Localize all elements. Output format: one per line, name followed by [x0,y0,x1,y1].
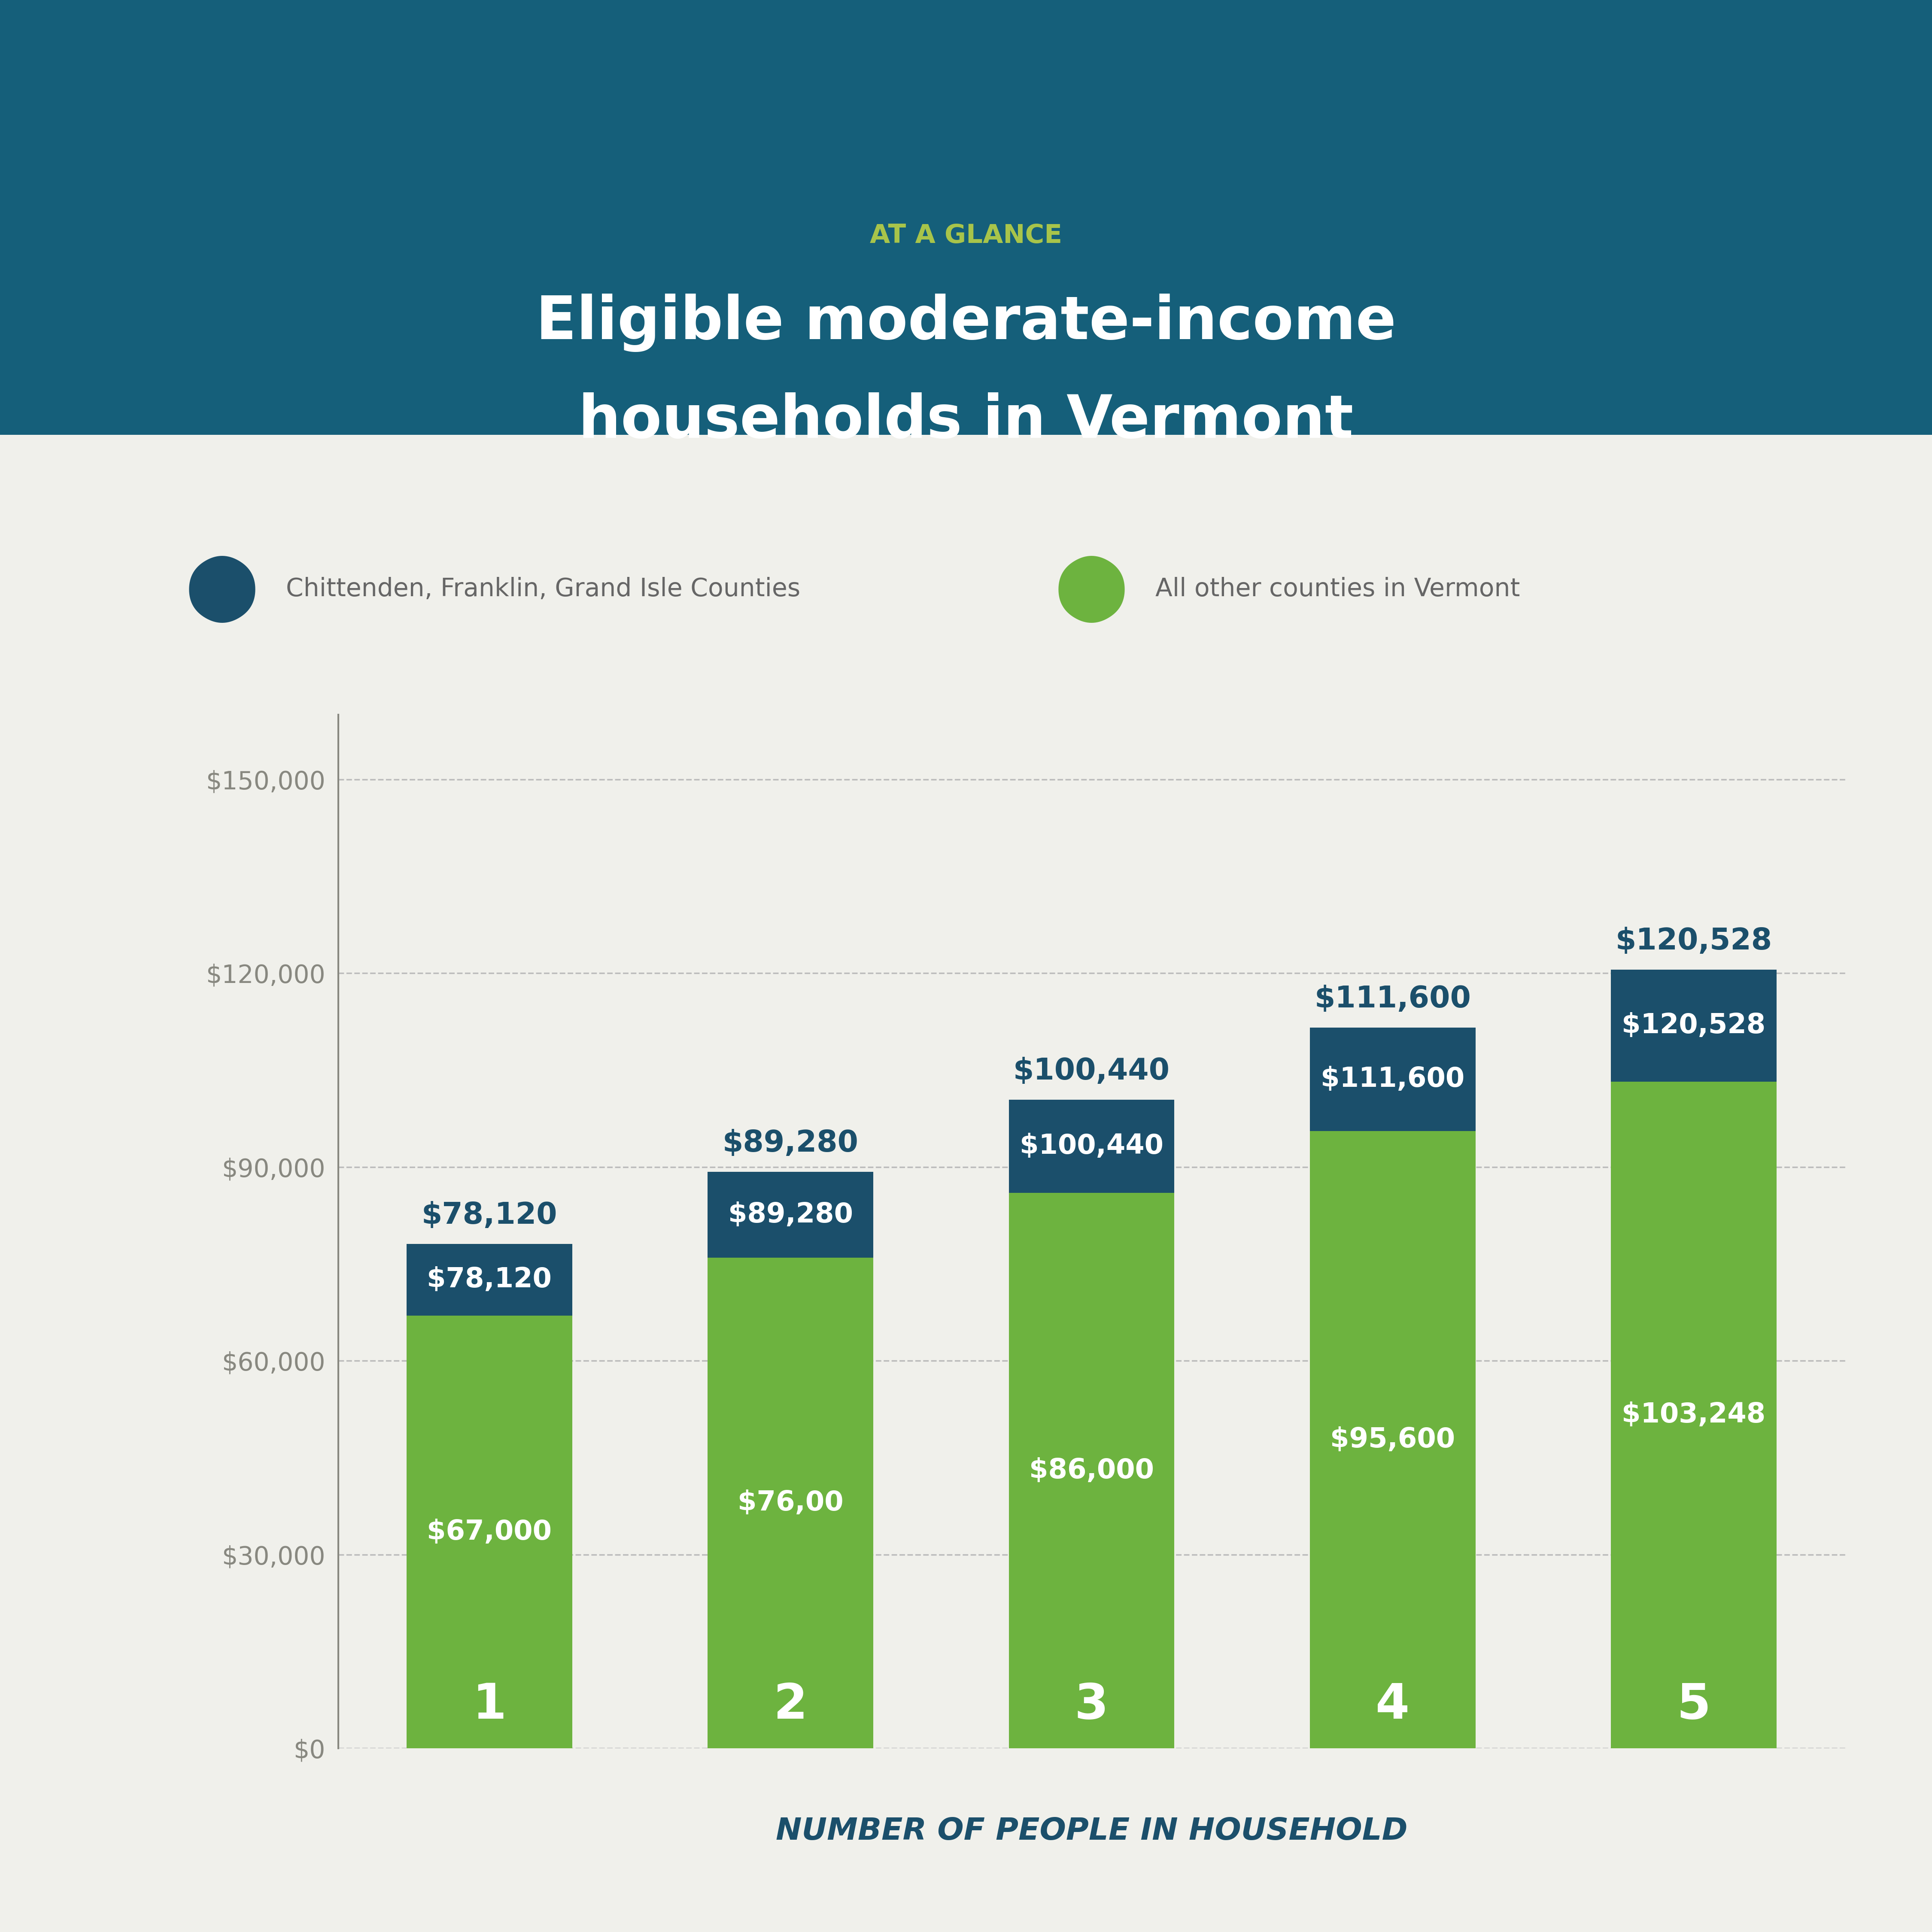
Text: $78,120: $78,120 [427,1265,553,1293]
Text: ⬤: ⬤ [1055,556,1128,622]
Text: 5: 5 [1677,1681,1710,1729]
Text: $67,000: $67,000 [427,1519,553,1546]
Text: $111,600: $111,600 [1321,1066,1464,1092]
Text: $100,440: $100,440 [1012,1057,1171,1086]
Bar [1009,1099,1175,1192]
Text: Chittenden, Franklin, Grand Isle Counties: Chittenden, Franklin, Grand Isle Countie… [286,578,800,601]
Text: All other counties in Vermont: All other counties in Vermont [1155,578,1520,601]
Bar [406,1316,572,1748]
Text: $89,280: $89,280 [728,1202,852,1229]
Text: $95,600: $95,600 [1329,1426,1455,1453]
Bar [1310,1130,1476,1748]
Text: $86,000: $86,000 [1030,1457,1153,1484]
Text: $120,528: $120,528 [1615,927,1772,956]
Text: $78,120: $78,120 [421,1202,556,1229]
Text: 3: 3 [1074,1681,1109,1729]
Bar [707,1258,873,1748]
Text: ⬤: ⬤ [185,556,259,622]
Bar [406,1244,572,1316]
Text: $103,248: $103,248 [1621,1401,1766,1428]
Bar [1310,1028,1476,1130]
Text: Eligible moderate-income: Eligible moderate-income [535,294,1397,352]
Bar [1611,970,1777,1082]
Text: AT A GLANCE: AT A GLANCE [869,222,1063,249]
Bar [1009,1192,1175,1748]
Text: NUMBER OF PEOPLE IN HOUSEHOLD: NUMBER OF PEOPLE IN HOUSEHOLD [775,1816,1408,1847]
Text: $120,528: $120,528 [1621,1012,1766,1039]
Text: 2: 2 [773,1681,808,1729]
Bar [707,1171,873,1258]
Text: $76,00: $76,00 [738,1490,844,1517]
Text: $100,440: $100,440 [1020,1132,1163,1159]
Text: $111,600: $111,600 [1314,985,1470,1012]
Text: households in Vermont: households in Vermont [578,392,1354,450]
Text: 4: 4 [1376,1681,1410,1729]
Text: $89,280: $89,280 [723,1128,858,1157]
Text: 1: 1 [473,1681,506,1729]
Bar [1611,1082,1777,1748]
